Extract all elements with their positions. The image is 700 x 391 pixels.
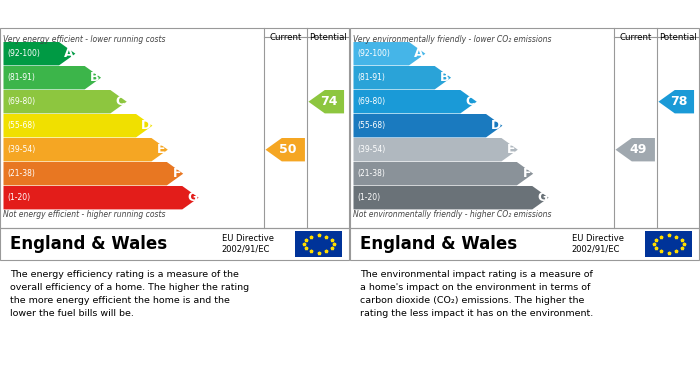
- Text: (21-38): (21-38): [8, 169, 36, 178]
- Text: (55-68): (55-68): [8, 121, 36, 130]
- Text: Current: Current: [269, 33, 302, 42]
- Polygon shape: [354, 66, 451, 90]
- Polygon shape: [615, 138, 655, 161]
- Text: (81-91): (81-91): [358, 73, 386, 82]
- Text: Energy Efficiency Rating: Energy Efficiency Rating: [7, 7, 178, 20]
- Text: (21-38): (21-38): [358, 169, 386, 178]
- Text: F: F: [522, 167, 531, 180]
- Text: The energy efficiency rating is a measure of the
overall efficiency of a home. T: The energy efficiency rating is a measur…: [10, 271, 250, 318]
- Polygon shape: [4, 90, 127, 113]
- Text: B: B: [90, 71, 99, 84]
- Polygon shape: [354, 90, 477, 113]
- Text: (55-68): (55-68): [358, 121, 386, 130]
- Text: EU Directive
2002/91/EC: EU Directive 2002/91/EC: [222, 234, 274, 254]
- Text: Environmental Impact (CO₂) Rating: Environmental Impact (CO₂) Rating: [357, 7, 603, 20]
- Text: E: E: [507, 143, 515, 156]
- Polygon shape: [354, 186, 549, 210]
- Text: England & Wales: England & Wales: [360, 235, 517, 253]
- Text: England & Wales: England & Wales: [10, 235, 167, 253]
- Text: 74: 74: [320, 95, 337, 108]
- Polygon shape: [354, 162, 533, 185]
- Text: D: D: [141, 119, 151, 132]
- Text: The environmental impact rating is a measure of
a home's impact on the environme: The environmental impact rating is a mea…: [360, 271, 594, 318]
- Text: EU Directive
2002/91/EC: EU Directive 2002/91/EC: [572, 234, 624, 254]
- Polygon shape: [354, 114, 503, 137]
- Text: C: C: [116, 95, 125, 108]
- Text: Not energy efficient - higher running costs: Not energy efficient - higher running co…: [4, 210, 166, 219]
- Polygon shape: [354, 138, 518, 161]
- Polygon shape: [4, 138, 168, 161]
- Text: C: C: [466, 95, 475, 108]
- Text: 50: 50: [279, 143, 296, 156]
- Polygon shape: [265, 138, 305, 161]
- Polygon shape: [659, 90, 694, 113]
- Text: (1-20): (1-20): [8, 193, 31, 202]
- Polygon shape: [354, 42, 426, 65]
- Bar: [295, 231, 342, 257]
- Polygon shape: [4, 162, 183, 185]
- Text: Very environmentally friendly - lower CO₂ emissions: Very environmentally friendly - lower CO…: [354, 35, 552, 44]
- Text: (39-54): (39-54): [8, 145, 36, 154]
- Text: (81-91): (81-91): [8, 73, 36, 82]
- Text: 49: 49: [629, 143, 646, 156]
- Text: Not environmentally friendly - higher CO₂ emissions: Not environmentally friendly - higher CO…: [354, 210, 552, 219]
- Polygon shape: [4, 186, 199, 210]
- Text: (69-80): (69-80): [8, 97, 36, 106]
- Text: F: F: [172, 167, 181, 180]
- Text: 78: 78: [670, 95, 687, 108]
- Text: G: G: [187, 191, 197, 204]
- Text: A: A: [64, 47, 74, 60]
- Polygon shape: [4, 114, 153, 137]
- Text: B: B: [440, 71, 449, 84]
- Text: A: A: [414, 47, 424, 60]
- Text: Potential: Potential: [659, 33, 697, 42]
- Text: G: G: [537, 191, 547, 204]
- Text: Very energy efficient - lower running costs: Very energy efficient - lower running co…: [4, 35, 166, 44]
- Text: (92-100): (92-100): [358, 49, 391, 58]
- Bar: [645, 231, 692, 257]
- Polygon shape: [309, 90, 344, 113]
- Text: E: E: [157, 143, 165, 156]
- Polygon shape: [4, 66, 101, 90]
- Text: D: D: [491, 119, 501, 132]
- Polygon shape: [4, 42, 76, 65]
- Text: (39-54): (39-54): [358, 145, 386, 154]
- Text: (92-100): (92-100): [8, 49, 41, 58]
- Text: (1-20): (1-20): [358, 193, 381, 202]
- Text: Current: Current: [619, 33, 652, 42]
- Text: (69-80): (69-80): [358, 97, 386, 106]
- Text: Potential: Potential: [309, 33, 347, 42]
